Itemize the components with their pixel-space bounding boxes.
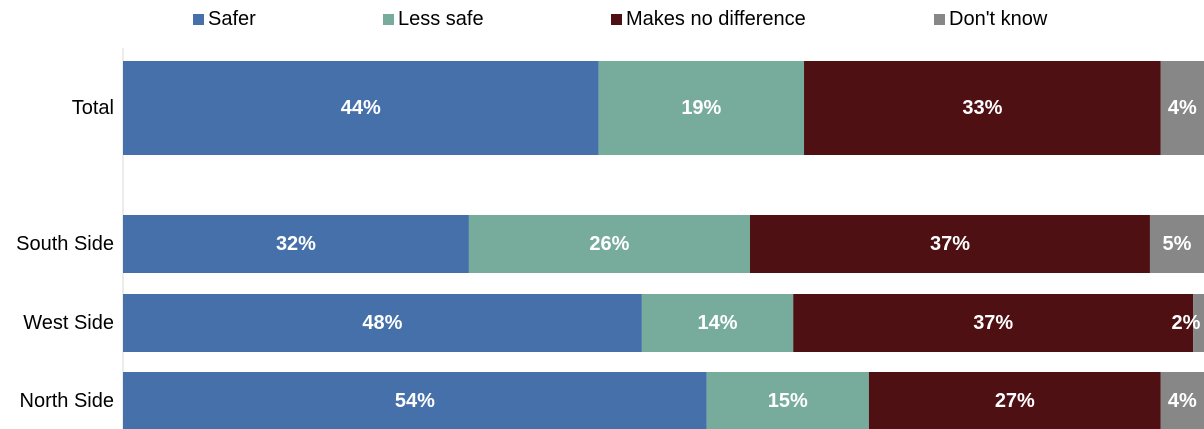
data-label-less-safe-total: 19% bbox=[681, 97, 721, 119]
legend-item-less-safe: Less safe bbox=[383, 8, 484, 31]
category-label-north-side: North Side bbox=[20, 390, 115, 412]
data-label-makes-no-difference-total: 33% bbox=[962, 97, 1002, 119]
bar-safer-total bbox=[123, 61, 599, 155]
data-label-safer-south-side: 32% bbox=[276, 233, 316, 255]
legend-label-makes-no-difference: Makes no difference bbox=[626, 8, 806, 30]
data-label-safer-total: 44% bbox=[341, 97, 381, 119]
legend-swatch-less-safe bbox=[383, 14, 394, 25]
bar-makes-no-difference-south-side bbox=[749, 215, 1150, 273]
bar-less-safe-west-side bbox=[641, 294, 794, 352]
data-label-less-safe-west-side: 14% bbox=[698, 312, 738, 334]
bar-don-t-know-south-side bbox=[1149, 215, 1204, 273]
legend-item-dont-know: Don't know bbox=[934, 8, 1047, 31]
legend-item-makes-no-difference: Makes no difference bbox=[611, 8, 806, 31]
bar-safer-west-side bbox=[123, 294, 642, 352]
bar-makes-no-difference-west-side bbox=[793, 294, 1194, 352]
bar-don-t-know-west-side bbox=[1193, 294, 1204, 352]
legend-label-safer: Safer bbox=[208, 8, 256, 30]
data-label-safer-north-side: 54% bbox=[395, 390, 435, 412]
category-label-total: Total bbox=[72, 97, 114, 119]
legend-swatch-makes-no-difference bbox=[611, 14, 622, 25]
bar-don-t-know-north-side bbox=[1160, 372, 1204, 429]
legend-swatch-dont-know bbox=[934, 14, 945, 25]
bar-safer-north-side bbox=[123, 372, 707, 429]
bar-makes-no-difference-total bbox=[804, 61, 1161, 155]
bar-less-safe-total bbox=[598, 61, 805, 155]
data-label-don-t-know-west-side: 2% bbox=[1172, 312, 1201, 334]
data-label-don-t-know-south-side: 5% bbox=[1163, 233, 1192, 255]
bar-makes-no-difference-north-side bbox=[868, 372, 1161, 429]
data-label-don-t-know-total: 4% bbox=[1168, 97, 1197, 119]
bar-less-safe-south-side bbox=[468, 215, 750, 273]
bar-don-t-know-total bbox=[1160, 61, 1204, 155]
data-label-less-safe-south-side: 26% bbox=[589, 233, 629, 255]
data-label-don-t-know-north-side: 4% bbox=[1168, 390, 1197, 412]
bar-safer-south-side bbox=[123, 215, 469, 273]
data-label-makes-no-difference-south-side: 37% bbox=[930, 233, 970, 255]
legend-swatch-safer bbox=[193, 14, 204, 25]
data-label-makes-no-difference-north-side: 27% bbox=[995, 390, 1035, 412]
legend-label-dont-know: Don't know bbox=[949, 8, 1048, 30]
data-label-safer-west-side: 48% bbox=[362, 312, 402, 334]
data-label-makes-no-difference-west-side: 37% bbox=[973, 312, 1013, 334]
category-label-south-side: South Side bbox=[16, 233, 114, 255]
bar-less-safe-north-side bbox=[706, 372, 869, 429]
legend-item-safer: Safer bbox=[193, 8, 256, 31]
data-label-less-safe-north-side: 15% bbox=[768, 390, 808, 412]
legend-label-less-safe: Less safe bbox=[398, 8, 484, 30]
category-label-west-side: West Side bbox=[23, 312, 114, 334]
legend: Safer Less safe Makes no difference Don'… bbox=[0, 8, 1204, 36]
